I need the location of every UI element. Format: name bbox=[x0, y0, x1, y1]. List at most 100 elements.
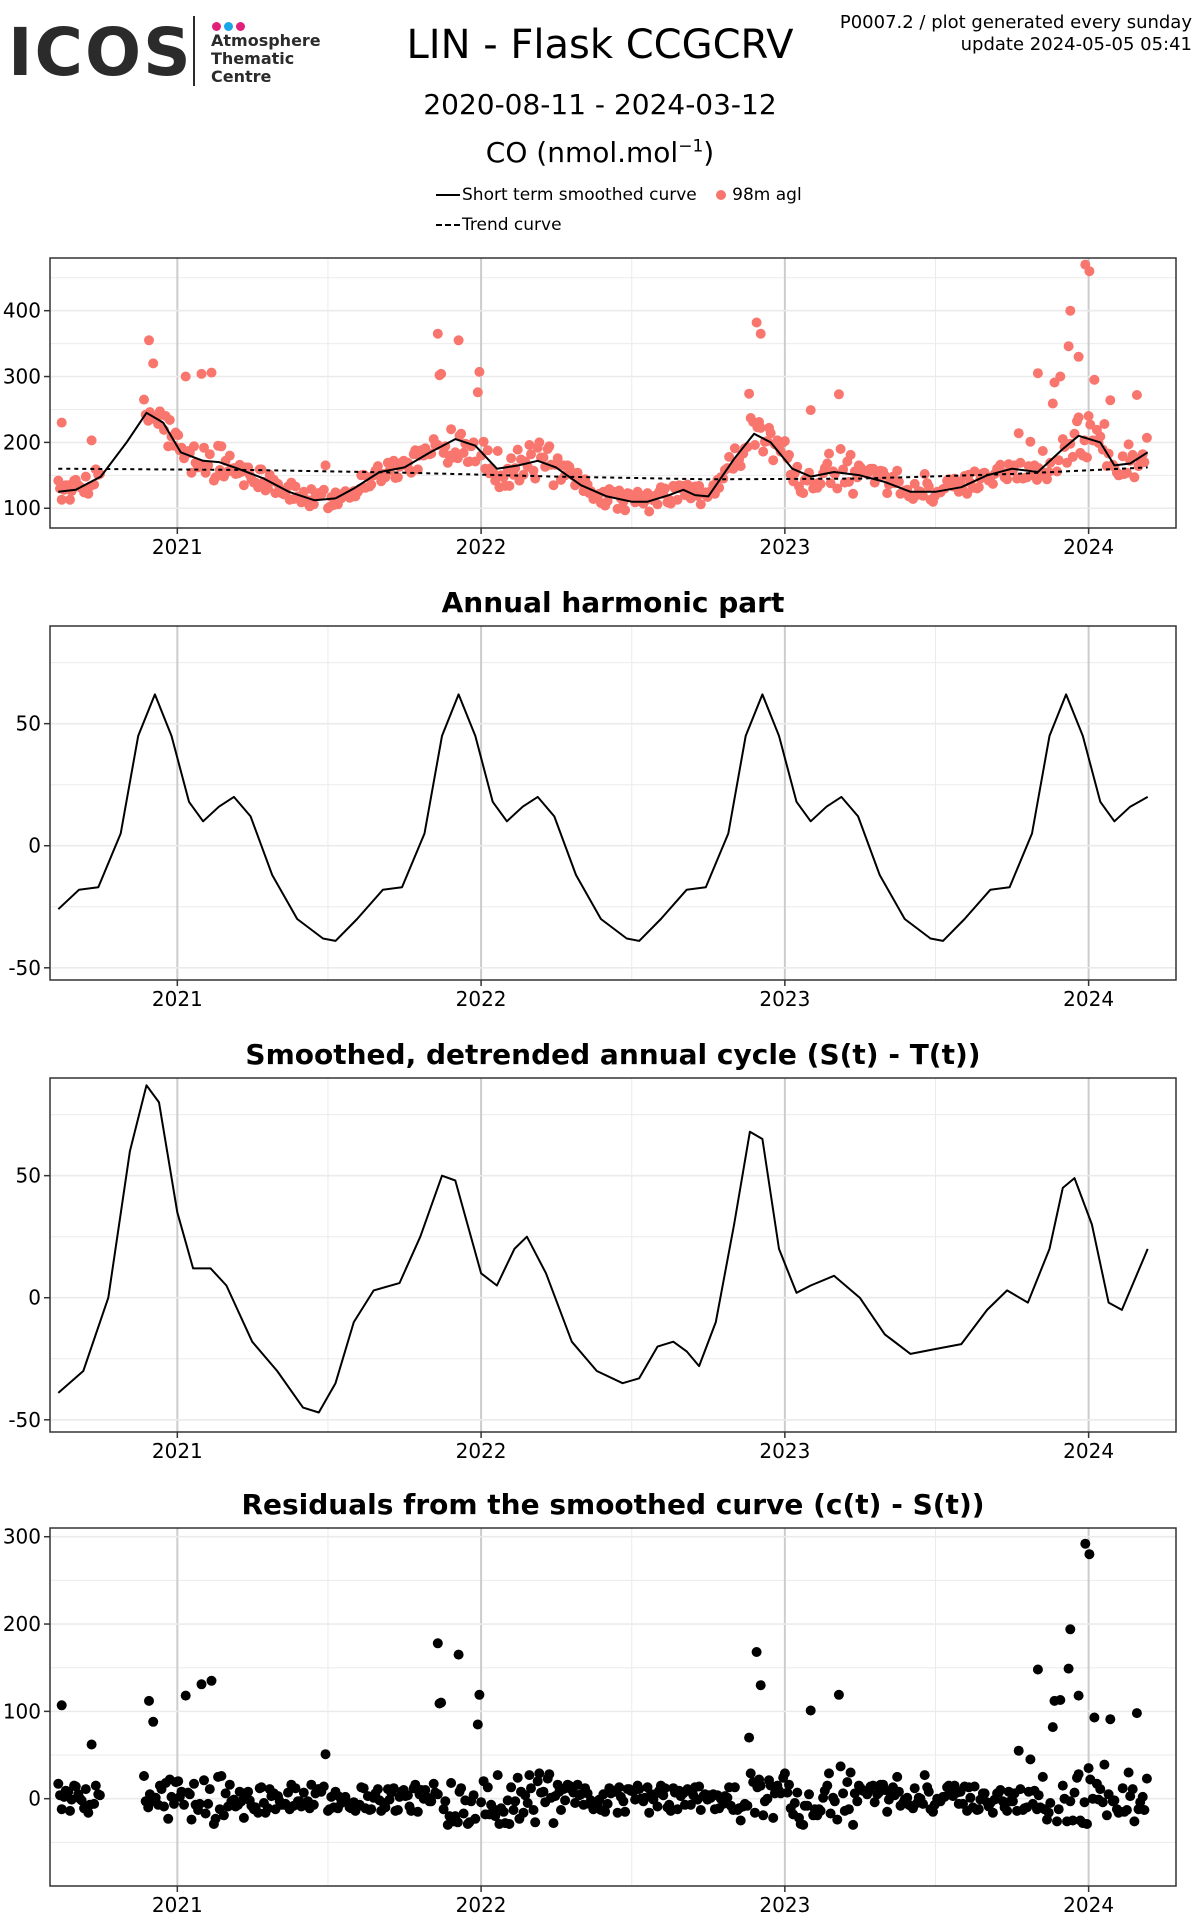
plot-background bbox=[50, 1078, 1176, 1432]
data-point bbox=[1105, 1714, 1116, 1725]
data-point bbox=[528, 465, 539, 476]
data-point bbox=[86, 1739, 97, 1750]
data-point bbox=[504, 480, 515, 491]
chart-title: Residuals from the smoothed curve (c(t) … bbox=[241, 1488, 984, 1521]
data-point bbox=[482, 1782, 493, 1793]
data-point bbox=[144, 335, 154, 346]
data-point bbox=[729, 1782, 740, 1793]
data-point bbox=[89, 1798, 100, 1809]
plot-border bbox=[49, 1527, 1177, 1887]
x-tick-label: 2022 bbox=[456, 1893, 507, 1917]
data-point bbox=[833, 389, 844, 400]
data-point bbox=[372, 1784, 383, 1795]
data-point bbox=[923, 1786, 934, 1797]
data-point bbox=[544, 1769, 555, 1780]
data-point bbox=[90, 1780, 101, 1791]
x-tick-label: 2024 bbox=[1063, 535, 1114, 559]
data-point bbox=[612, 1807, 623, 1818]
legend-label: Short term smoothed curve bbox=[462, 185, 697, 205]
data-point bbox=[1073, 351, 1084, 362]
data-point bbox=[660, 1783, 670, 1794]
icos-logo: ICOS Atmosphere Thematic Centre bbox=[8, 14, 321, 91]
plot-border bbox=[49, 257, 1177, 529]
data-point bbox=[1032, 368, 1043, 379]
data-point bbox=[1065, 1796, 1076, 1807]
data-point bbox=[745, 1768, 756, 1779]
data-point bbox=[620, 505, 631, 516]
data-point bbox=[180, 1690, 191, 1701]
data-point bbox=[869, 1797, 880, 1808]
data-point bbox=[1033, 1790, 1044, 1801]
data-point bbox=[173, 1776, 184, 1787]
data-point bbox=[148, 1716, 159, 1727]
data-point bbox=[751, 1647, 762, 1657]
data-point bbox=[735, 1815, 746, 1826]
data-point bbox=[694, 1781, 705, 1792]
data-point bbox=[478, 436, 489, 447]
data-point bbox=[919, 1770, 930, 1781]
data-point bbox=[979, 1788, 990, 1799]
x-tick-label: 2022 bbox=[456, 987, 507, 1011]
data-point bbox=[1057, 434, 1068, 445]
data-point bbox=[318, 1781, 329, 1792]
data-point bbox=[56, 1700, 67, 1711]
species-text: CO (nmol.mol bbox=[485, 136, 679, 169]
data-point bbox=[824, 448, 834, 459]
data-point bbox=[995, 1785, 1006, 1795]
data-point bbox=[1127, 1784, 1138, 1795]
data-point bbox=[1084, 1549, 1095, 1560]
data-point bbox=[782, 1787, 793, 1798]
data-point bbox=[833, 1689, 844, 1700]
data-point bbox=[784, 449, 794, 460]
data-point bbox=[973, 1804, 984, 1815]
data-point bbox=[751, 317, 762, 328]
data-point bbox=[1073, 1690, 1084, 1701]
legend-row: Short term smoothed curve 98m agl bbox=[436, 180, 802, 210]
data-point bbox=[1084, 266, 1095, 277]
data-point bbox=[634, 1784, 645, 1795]
data-point bbox=[164, 415, 175, 425]
data-point bbox=[456, 1783, 467, 1794]
data-point bbox=[618, 1796, 629, 1807]
x-tick-label: 2022 bbox=[456, 535, 507, 559]
data-point bbox=[755, 1680, 766, 1691]
data-point bbox=[792, 1787, 803, 1798]
data-point bbox=[80, 471, 91, 482]
data-point bbox=[1101, 1810, 1112, 1821]
data-point bbox=[216, 1771, 227, 1781]
data-point bbox=[825, 1808, 836, 1819]
data-point bbox=[148, 358, 159, 369]
data-point bbox=[969, 1781, 980, 1792]
data-point bbox=[1052, 466, 1062, 477]
data-point bbox=[53, 475, 64, 486]
data-point bbox=[560, 1795, 571, 1806]
data-point bbox=[995, 459, 1006, 470]
data-point bbox=[918, 1798, 928, 1809]
data-point bbox=[1123, 1767, 1134, 1778]
legend-row: Trend curve bbox=[436, 210, 802, 240]
data-point bbox=[1073, 412, 1084, 423]
data-point bbox=[520, 1790, 531, 1801]
data-point bbox=[526, 449, 536, 460]
data-point bbox=[1057, 1780, 1068, 1791]
data-point bbox=[765, 428, 776, 439]
data-point bbox=[402, 1790, 413, 1801]
data-point bbox=[1053, 1804, 1064, 1815]
data-point bbox=[909, 1783, 920, 1794]
data-point bbox=[498, 1806, 509, 1817]
data-point bbox=[602, 1798, 613, 1809]
data-point bbox=[510, 1796, 521, 1807]
data-point bbox=[210, 1813, 221, 1824]
legend-label: Trend curve bbox=[462, 215, 562, 235]
data-point bbox=[832, 1814, 843, 1825]
data-point bbox=[534, 437, 545, 448]
species-close: ) bbox=[703, 136, 715, 169]
page-title: LIN - Flask CCGCRV bbox=[406, 22, 794, 68]
data-point bbox=[412, 464, 423, 475]
data-point bbox=[432, 1638, 443, 1649]
data-point bbox=[472, 387, 483, 398]
data-point bbox=[987, 1807, 998, 1818]
data-point bbox=[798, 488, 809, 499]
meta-line: P0007.2 / plot generated every sunday bbox=[839, 12, 1192, 33]
